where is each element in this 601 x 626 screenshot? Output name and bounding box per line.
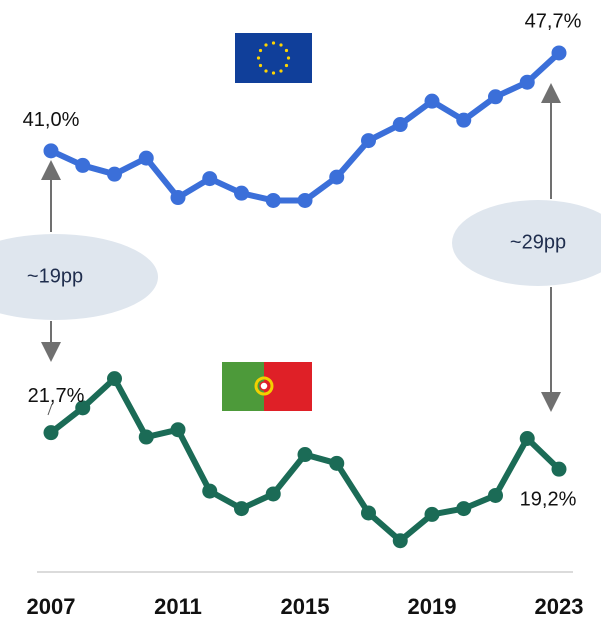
x-tick-label: 2019: [408, 594, 457, 619]
point: [488, 89, 503, 105]
point: [43, 425, 59, 441]
point: [265, 486, 281, 502]
flag-emblem: [254, 376, 274, 396]
bubble: [0, 234, 158, 320]
point: [107, 166, 122, 182]
point: [424, 93, 440, 109]
point: [456, 112, 472, 128]
star: [258, 48, 263, 53]
annotation-bubbles: [0, 83, 601, 412]
point: [297, 447, 313, 463]
star: [286, 56, 291, 60]
point: [170, 422, 186, 438]
point: [234, 501, 249, 517]
bubble: [452, 200, 601, 286]
point: [202, 171, 218, 187]
point: [424, 506, 440, 522]
point: [265, 192, 281, 208]
annotation: ~29pp: [510, 231, 566, 253]
x-tick-label: 2011: [154, 594, 202, 619]
point: [551, 45, 567, 61]
point: [329, 455, 345, 471]
stars: [256, 41, 291, 75]
point: [234, 185, 249, 201]
x-tick-label: 2015: [281, 594, 330, 619]
x-tick-label: 2007: [27, 594, 76, 619]
value-label: 47,7%: [525, 10, 582, 32]
star: [264, 69, 268, 73]
annotation: ~19pp: [27, 265, 83, 287]
star: [271, 71, 276, 75]
star: [258, 63, 263, 68]
point: [488, 487, 503, 503]
star: [284, 63, 289, 68]
value-label: 19,2%: [520, 488, 577, 510]
pt-flag: [222, 362, 312, 411]
star: [284, 48, 289, 53]
point: [75, 400, 91, 416]
point: [107, 371, 122, 387]
point: [551, 461, 567, 477]
point: [297, 192, 313, 208]
star: [279, 43, 283, 47]
point: [43, 143, 59, 159]
value-label: 21,7%: [28, 385, 85, 407]
flag-shield: [259, 381, 269, 391]
flag: [235, 33, 312, 83]
star: [279, 69, 283, 73]
point: [329, 169, 345, 185]
point: [519, 430, 535, 446]
star: [271, 41, 276, 45]
value-label: 41,0%: [23, 109, 80, 131]
point: [456, 501, 472, 517]
point: [75, 157, 91, 173]
star: [264, 43, 268, 47]
point: [138, 150, 154, 166]
point: [361, 505, 376, 521]
point: [392, 533, 408, 549]
point: [170, 190, 186, 206]
point: [138, 429, 154, 445]
leader-line: [47, 403, 53, 416]
point: [202, 483, 218, 499]
point: [392, 117, 408, 133]
eu-flag: [235, 33, 312, 83]
x-tick-label: 2023: [535, 594, 584, 619]
point: [519, 74, 535, 90]
point: [361, 133, 376, 149]
flag-green: [222, 362, 264, 411]
star: [256, 56, 261, 60]
